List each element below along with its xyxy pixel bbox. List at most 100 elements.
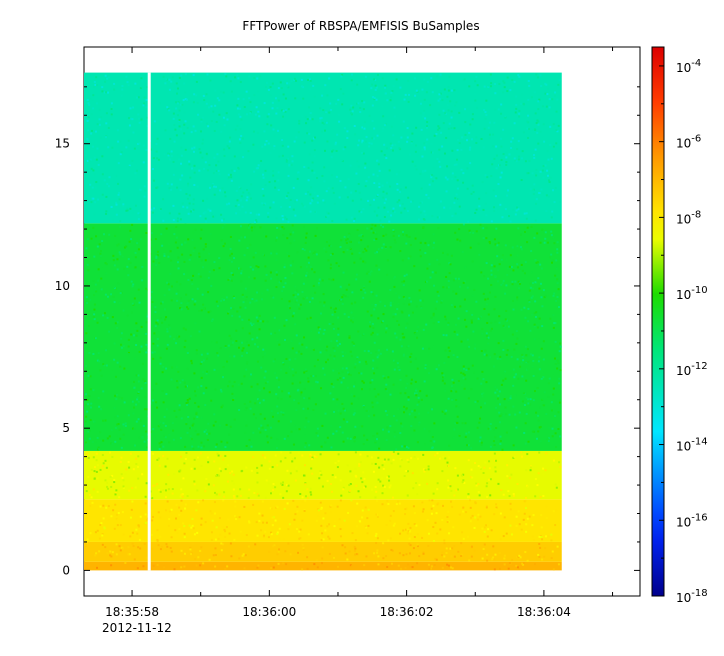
heatmap-speckle	[282, 411, 285, 414]
heatmap-speckle	[401, 425, 404, 428]
heatmap-speckle	[275, 217, 278, 220]
heatmap-speckle	[272, 147, 275, 150]
heatmap-speckle	[126, 81, 129, 84]
heatmap-speckle	[260, 165, 263, 168]
heatmap-speckle	[388, 486, 391, 489]
heatmap-speckle	[103, 364, 106, 367]
heatmap-speckle	[552, 236, 555, 239]
heatmap-speckle	[217, 169, 220, 172]
heatmap-speckle	[408, 552, 411, 555]
heatmap-speckle	[233, 396, 236, 399]
heatmap-speckle	[515, 160, 518, 163]
heatmap-speckle	[346, 437, 349, 440]
heatmap-speckle	[246, 361, 249, 364]
heatmap-speckle	[116, 361, 119, 364]
heatmap-speckle	[447, 346, 450, 349]
heatmap-speckle	[300, 352, 303, 355]
heatmap-speckle	[385, 383, 388, 386]
heatmap-speckle	[420, 187, 423, 190]
heatmap-speckle	[376, 537, 379, 540]
heatmap-speckle	[339, 535, 342, 538]
heatmap-speckle	[552, 459, 555, 462]
heatmap-speckle	[194, 300, 197, 303]
heatmap-speckle	[543, 241, 546, 244]
heatmap-speckle	[537, 414, 540, 417]
heatmap-speckle	[298, 342, 301, 345]
heatmap-speckle	[361, 425, 364, 428]
heatmap-speckle	[281, 390, 284, 393]
heatmap-speckle	[425, 193, 428, 196]
heatmap-speckle	[392, 316, 395, 319]
heatmap-speckle	[96, 84, 99, 87]
heatmap-speckle	[240, 134, 243, 137]
heatmap-speckle	[396, 182, 399, 185]
heatmap-speckle	[198, 330, 201, 333]
heatmap-speckle	[168, 288, 171, 291]
heatmap-speckle	[339, 479, 342, 482]
heatmap-speckle	[361, 388, 364, 391]
heatmap-speckle	[194, 129, 197, 132]
heatmap-speckle	[107, 126, 110, 129]
heatmap-speckle	[327, 212, 330, 215]
heatmap-speckle	[93, 173, 96, 176]
heatmap-speckle	[508, 562, 511, 565]
heatmap-band-1	[84, 541, 562, 562]
heatmap-speckle	[483, 307, 486, 310]
heatmap-speckle	[534, 281, 537, 284]
heatmap-speckle	[346, 420, 349, 423]
heatmap-speckle	[130, 280, 133, 283]
heatmap-speckle	[322, 199, 325, 202]
heatmap-speckle	[392, 230, 395, 233]
heatmap-speckle	[99, 468, 102, 471]
heatmap-speckle	[556, 359, 559, 362]
heatmap-speckle	[377, 349, 380, 352]
heatmap-speckle	[339, 426, 342, 429]
heatmap-speckle	[382, 557, 385, 560]
heatmap-speckle	[337, 113, 340, 116]
heatmap-speckle	[415, 89, 418, 92]
heatmap-speckle	[547, 195, 550, 198]
heatmap-speckle	[100, 265, 103, 268]
heatmap-speckle	[421, 148, 424, 151]
heatmap-speckle	[132, 334, 135, 337]
heatmap-speckle	[552, 314, 555, 317]
heatmap-speckle	[224, 345, 227, 348]
heatmap-speckle	[317, 358, 320, 361]
heatmap-speckle	[127, 84, 130, 87]
heatmap-speckle	[446, 563, 449, 566]
heatmap-speckle	[469, 520, 472, 523]
heatmap-speckle	[136, 242, 139, 245]
heatmap-speckle	[141, 279, 144, 282]
heatmap-speckle	[208, 252, 211, 255]
heatmap-speckle	[132, 283, 135, 286]
heatmap-speckle	[364, 261, 367, 264]
heatmap-speckle	[106, 132, 109, 135]
heatmap-speckle	[106, 316, 109, 319]
heatmap-speckle	[256, 398, 259, 401]
heatmap-speckle	[261, 74, 264, 77]
heatmap-speckle	[401, 311, 404, 314]
heatmap-speckle	[196, 287, 199, 290]
heatmap-speckle	[275, 393, 278, 396]
heatmap-speckle	[304, 483, 307, 486]
heatmap-speckle	[193, 171, 196, 174]
heatmap-speckle	[303, 336, 306, 339]
heatmap-speckle	[474, 211, 477, 214]
heatmap-speckle	[184, 503, 187, 506]
heatmap-speckle	[243, 106, 246, 109]
heatmap-speckle	[470, 388, 473, 391]
heatmap-speckle	[530, 225, 533, 228]
heatmap-speckle	[446, 165, 449, 168]
heatmap-speckle	[502, 348, 505, 351]
heatmap-speckle	[329, 263, 332, 266]
heatmap-speckle	[550, 557, 553, 560]
heatmap-speckle	[158, 325, 161, 328]
heatmap-speckle	[96, 147, 99, 150]
heatmap-speckle	[509, 395, 512, 398]
heatmap-speckle	[242, 553, 245, 556]
heatmap-speckle	[111, 474, 114, 477]
heatmap-speckle	[349, 247, 352, 250]
heatmap-speckle	[349, 566, 352, 569]
heatmap-speckle	[405, 234, 408, 237]
heatmap-speckle	[275, 239, 278, 242]
